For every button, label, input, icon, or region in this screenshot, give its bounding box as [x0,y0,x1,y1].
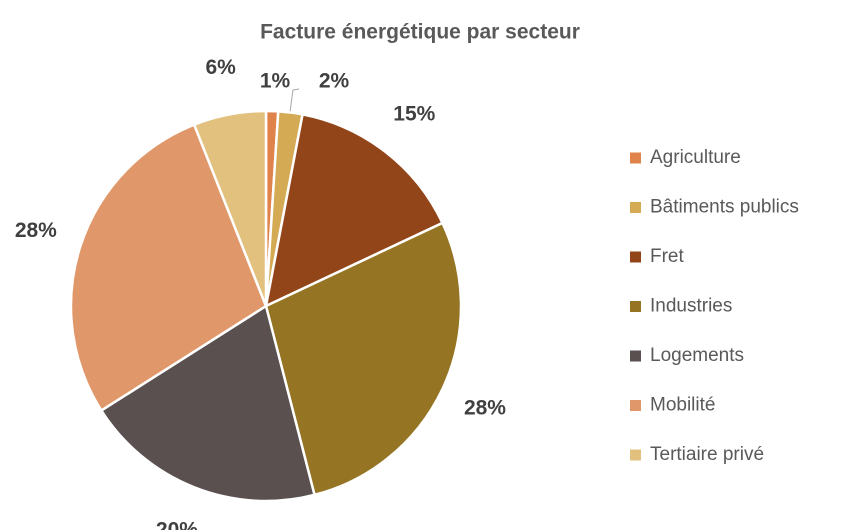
legend-label: Mobilité [650,395,715,416]
legend-label: Logements [650,345,744,366]
legend-swatch [630,301,641,312]
legend-label: Industries [650,296,732,317]
pie-slice [264,221,463,497]
pie-slice [192,109,268,307]
chart-title: Facture énergétique par secteur [260,21,580,44]
leader-line [289,88,300,113]
data-label: 28% [15,219,57,242]
data-label: 2% [319,70,350,93]
legend-swatch [630,400,641,411]
pie-slice [99,304,317,503]
data-label: 6% [205,56,236,79]
legend-swatch [630,152,641,164]
pie-slice [264,112,445,309]
legend-swatch [630,449,641,461]
pie-slice [69,123,268,413]
legend-swatch [630,251,641,263]
legend-label: Agriculture [650,147,741,168]
legend-swatch [630,350,641,362]
data-label: 15% [393,102,435,125]
legend-label: Tertiaire privé [650,444,764,465]
data-label: 1% [260,70,291,93]
legend-label: Bâtiments publics [650,197,799,218]
legend-label: Fret [650,246,685,267]
legend-swatch [630,202,641,213]
data-label: 20% [156,519,198,530]
data-label: 28% [464,397,506,420]
